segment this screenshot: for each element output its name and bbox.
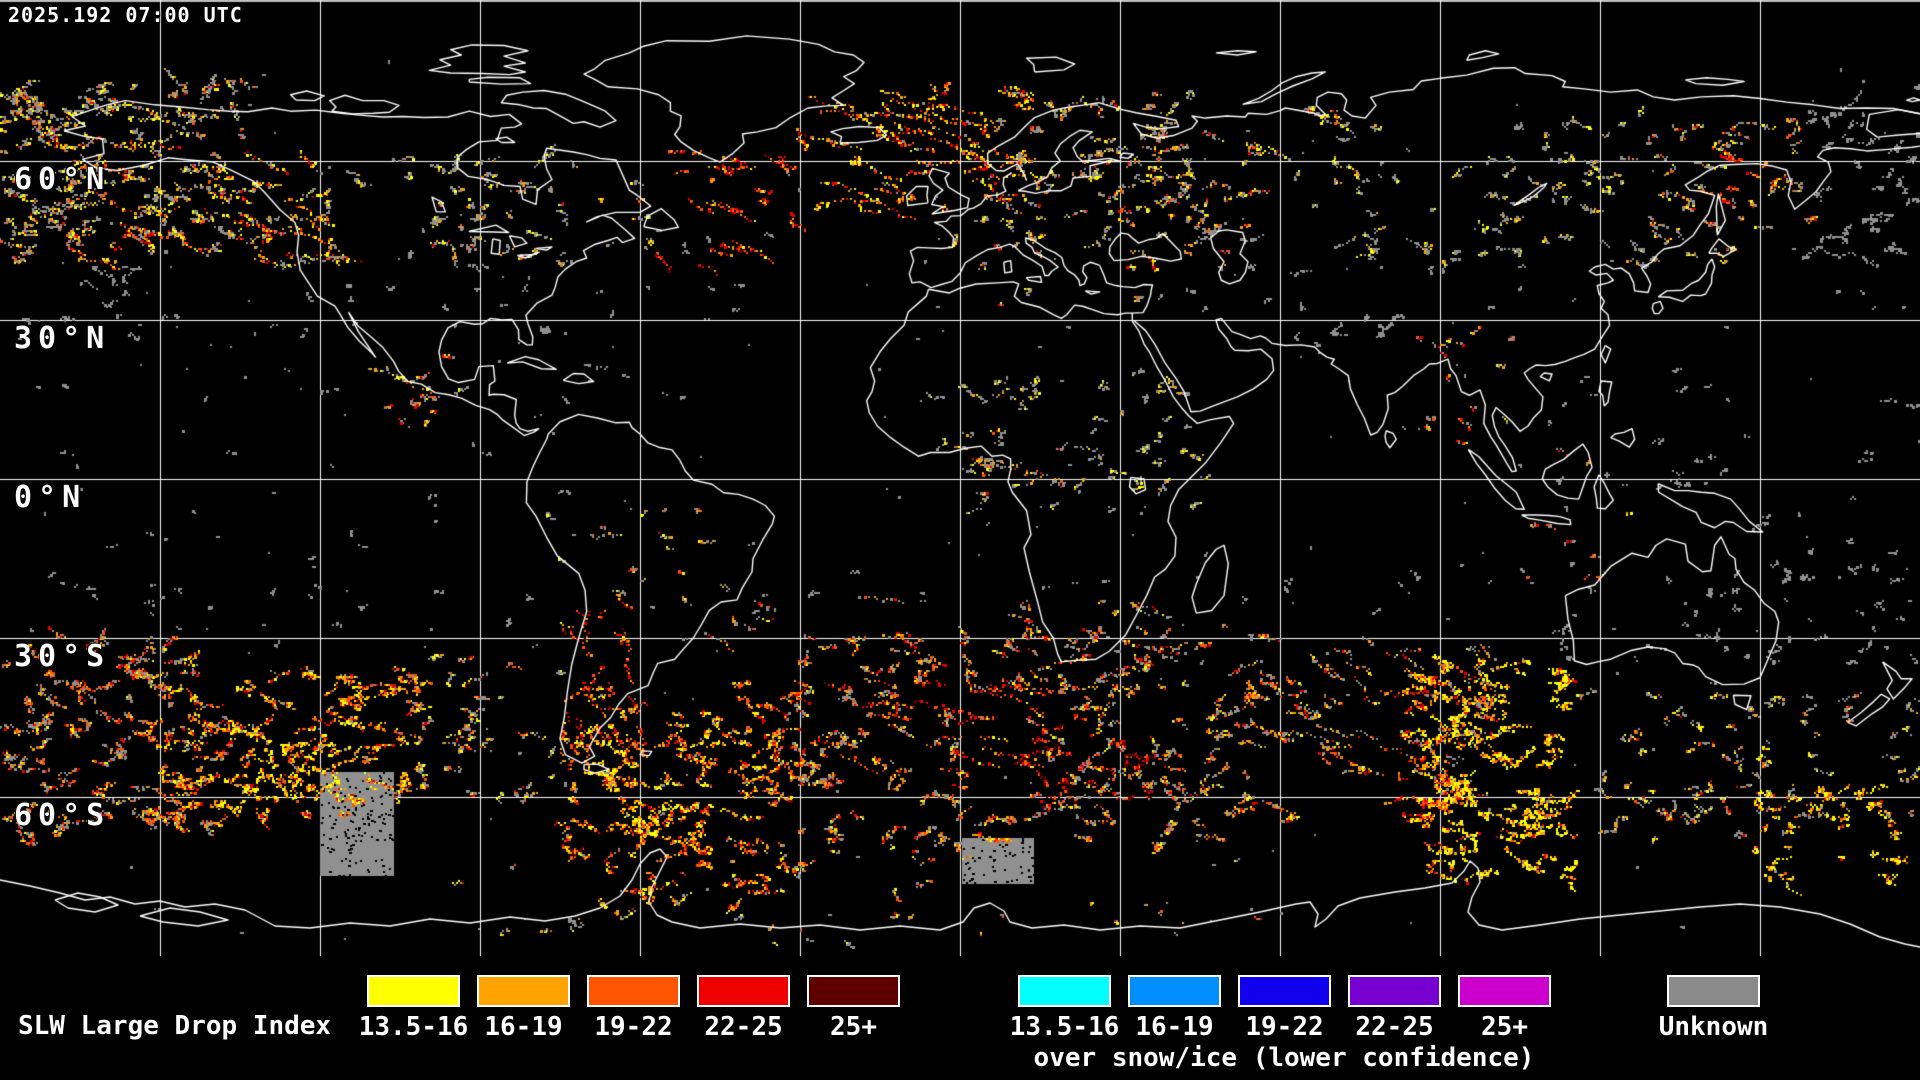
legend-color-swatch <box>477 975 570 1007</box>
legend-group-standard: 13.5-16 16-19 19-22 22-25 25+ <box>359 975 900 1040</box>
legend-item: 16-19 <box>477 975 570 1040</box>
timestamp-label: 2025.192 07:00 UTC <box>8 3 243 27</box>
legend-bin-label: 22-25 <box>704 1012 783 1042</box>
legend-color-swatch <box>697 975 790 1007</box>
legend-bin-label: 16-19 <box>1135 1012 1214 1042</box>
legend-color-swatch <box>807 975 900 1007</box>
legend-snow-ice-caption: over snow/ice (lower confidence) <box>1033 1043 1535 1073</box>
legend-color-swatch <box>1667 975 1760 1007</box>
legend-color-swatch <box>367 975 460 1007</box>
legend-bin-label: 25+ <box>830 1012 877 1042</box>
legend-color-swatch <box>1458 975 1551 1007</box>
legend-title: SLW Large Drop Index <box>18 1011 332 1041</box>
latitude-label: 30°N <box>14 321 111 356</box>
legend-item: Unknown <box>1659 975 1768 1040</box>
latitude-label: 60°N <box>14 162 111 197</box>
legend-item: 25+ <box>1458 975 1551 1040</box>
legend-item: 13.5-16 <box>359 975 468 1040</box>
latitude-label: 0°N <box>14 480 87 515</box>
legend-color-swatch <box>587 975 680 1007</box>
legend-group-snow-ice: 13.5-16 16-19 19-22 22-25 25+ <box>1010 975 1551 1040</box>
latitude-label: 60°S <box>14 798 111 833</box>
legend-item: 13.5-16 <box>1010 975 1119 1040</box>
legend-item: 19-22 <box>1238 975 1331 1040</box>
legend-color-swatch <box>1018 975 1111 1007</box>
legend-item: 22-25 <box>1348 975 1441 1040</box>
legend-group-unknown: Unknown <box>1659 975 1768 1040</box>
latitude-label: 30°S <box>14 639 111 674</box>
legend-color-swatch <box>1348 975 1441 1007</box>
legend-item: 25+ <box>807 975 900 1040</box>
legend-bin-label: 13.5-16 <box>358 1012 469 1042</box>
legend-color-swatch <box>1238 975 1331 1007</box>
legend-bin-label: 19-22 <box>594 1012 673 1042</box>
legend-item: 19-22 <box>587 975 680 1040</box>
legend-bin-label: 16-19 <box>484 1012 563 1042</box>
legend-bin-label: Unknown <box>1658 1012 1769 1042</box>
legend: SLW Large Drop Index 13.5-16 16-19 19-22 22… <box>0 956 1920 1080</box>
legend-item: 16-19 <box>1128 975 1221 1040</box>
legend-bin-label: 22-25 <box>1355 1012 1434 1042</box>
legend-bin-label: 13.5-16 <box>1009 1012 1120 1042</box>
legend-item: 22-25 <box>697 975 790 1040</box>
legend-bin-label: 19-22 <box>1245 1012 1324 1042</box>
legend-bin-label: 25+ <box>1481 1012 1528 1042</box>
legend-color-swatch <box>1128 975 1221 1007</box>
